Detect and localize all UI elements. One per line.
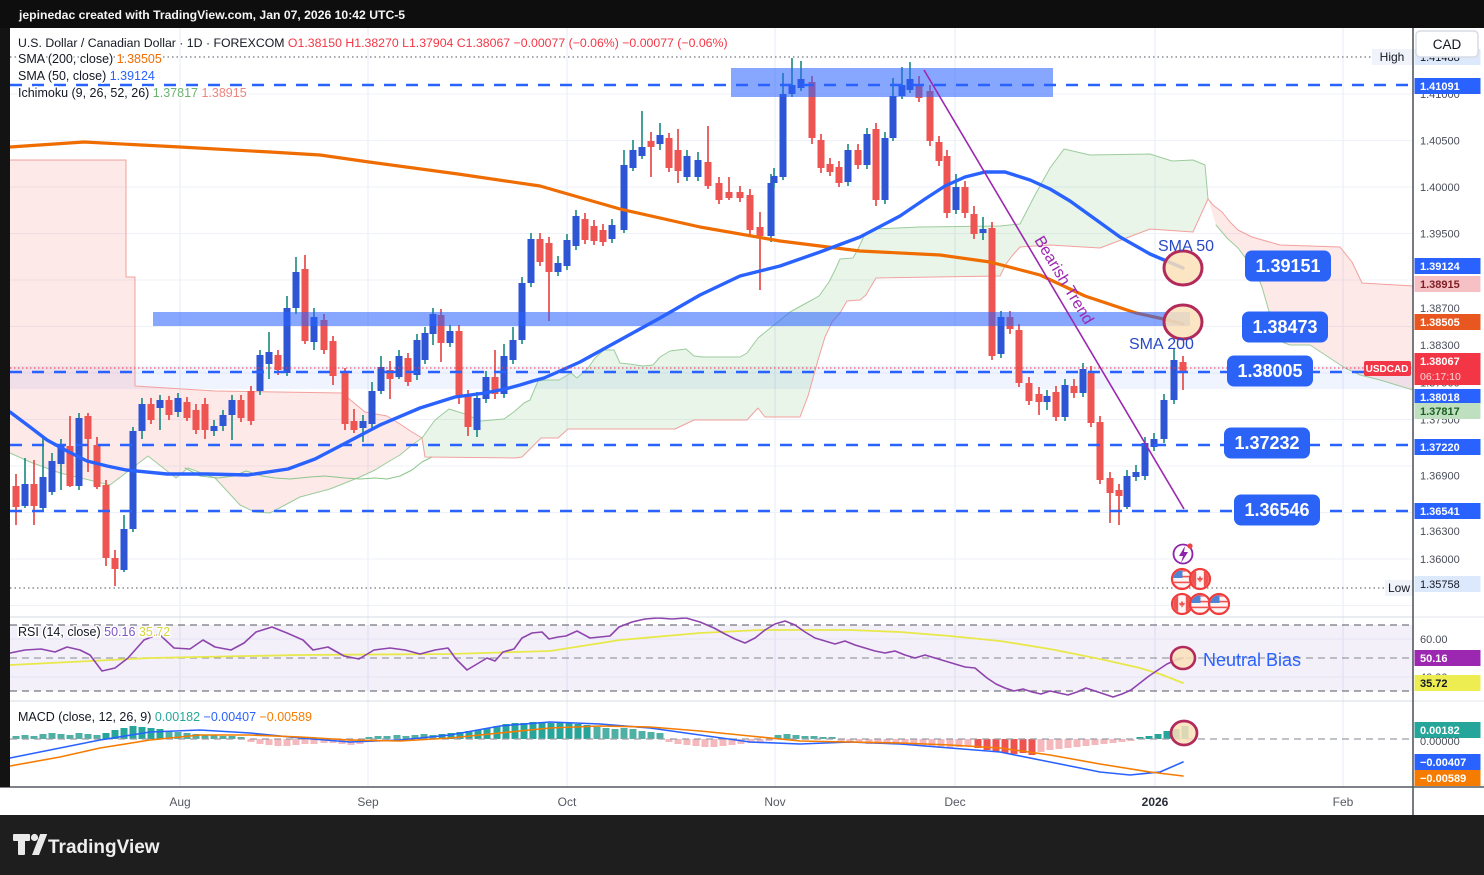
svg-text:1.35758: 1.35758 bbox=[1420, 579, 1460, 591]
svg-text:60.00: 60.00 bbox=[1420, 634, 1448, 646]
svg-text:Ichimoku (9, 26, 52, 26) 1.378: Ichimoku (9, 26, 52, 26) 1.37817 1.38915 bbox=[18, 86, 247, 100]
svg-text:1.36000: 1.36000 bbox=[1420, 554, 1460, 566]
svg-text:0.00000: 0.00000 bbox=[1420, 736, 1460, 748]
svg-text:SMA (200, close) 1.38505: SMA (200, close) 1.38505 bbox=[18, 52, 162, 66]
svg-text:50.16: 50.16 bbox=[1420, 653, 1448, 665]
svg-text:2026: 2026 bbox=[1142, 795, 1169, 809]
svg-text:06:17:10: 06:17:10 bbox=[1420, 371, 1461, 383]
svg-text:0.00182: 0.00182 bbox=[1420, 725, 1460, 737]
svg-text:1.38018: 1.38018 bbox=[1420, 392, 1460, 404]
svg-text:SMA 50: SMA 50 bbox=[1158, 238, 1214, 255]
svg-text:1.38505: 1.38505 bbox=[1420, 317, 1460, 329]
svg-text:CAD: CAD bbox=[1433, 37, 1462, 52]
svg-text:1.38700: 1.38700 bbox=[1420, 303, 1460, 315]
svg-text:1.38005: 1.38005 bbox=[1237, 361, 1302, 381]
svg-text:High: High bbox=[1380, 50, 1405, 64]
svg-text:Feb: Feb bbox=[1333, 795, 1354, 809]
svg-text:1.38915: 1.38915 bbox=[1420, 279, 1460, 291]
svg-text:Oct: Oct bbox=[558, 795, 577, 809]
svg-text:SMA 200: SMA 200 bbox=[1129, 336, 1194, 353]
svg-text:Neutral Bias: Neutral Bias bbox=[1203, 650, 1301, 670]
svg-text:Nov: Nov bbox=[764, 795, 785, 809]
svg-text:1.36546: 1.36546 bbox=[1244, 500, 1309, 520]
svg-text:Sep: Sep bbox=[357, 795, 379, 809]
svg-text:1.38067: 1.38067 bbox=[1420, 356, 1460, 368]
svg-text:1.38473: 1.38473 bbox=[1252, 317, 1317, 337]
svg-text:1.41091: 1.41091 bbox=[1420, 81, 1460, 93]
svg-text:TradingView: TradingView bbox=[48, 837, 160, 858]
svg-text:−0.00589: −0.00589 bbox=[1420, 773, 1466, 785]
svg-text:MACD (close, 12, 26, 9) 0.0018: MACD (close, 12, 26, 9) 0.00182 −0.00407… bbox=[18, 710, 312, 724]
svg-text:Aug: Aug bbox=[169, 795, 190, 809]
svg-text:35.72: 35.72 bbox=[1420, 678, 1448, 690]
svg-text:1.37232: 1.37232 bbox=[1234, 433, 1299, 453]
svg-text:1.36900: 1.36900 bbox=[1420, 470, 1460, 482]
svg-text:Dec: Dec bbox=[944, 795, 965, 809]
svg-text:1.39151: 1.39151 bbox=[1255, 256, 1320, 276]
svg-text:1.36541: 1.36541 bbox=[1420, 506, 1460, 518]
svg-text:1.38300: 1.38300 bbox=[1420, 340, 1460, 352]
svg-text:USDCAD: USDCAD bbox=[1366, 364, 1409, 375]
svg-text:SMA (50, close) 1.39124: SMA (50, close) 1.39124 bbox=[18, 69, 155, 83]
svg-text:1.39500: 1.39500 bbox=[1420, 229, 1460, 241]
svg-text:jepinedac created with Trading: jepinedac created with TradingView.com, … bbox=[18, 8, 405, 22]
svg-text:1.37220: 1.37220 bbox=[1420, 442, 1460, 454]
svg-text:1.39124: 1.39124 bbox=[1420, 261, 1461, 273]
svg-text:U.S. Dollar / Canadian Dollar: U.S. Dollar / Canadian Dollar · 1D · FOR… bbox=[18, 36, 728, 50]
svg-text:Low: Low bbox=[1388, 581, 1410, 595]
svg-text:−0.00407: −0.00407 bbox=[1420, 757, 1466, 769]
svg-text:RSI (14, close) 50.16 35.72: RSI (14, close) 50.16 35.72 bbox=[18, 625, 170, 639]
svg-text:1.37817: 1.37817 bbox=[1420, 406, 1460, 418]
svg-text:1.40500: 1.40500 bbox=[1420, 136, 1460, 148]
svg-text:1.40000: 1.40000 bbox=[1420, 182, 1460, 194]
svg-text:1.36300: 1.36300 bbox=[1420, 526, 1460, 538]
